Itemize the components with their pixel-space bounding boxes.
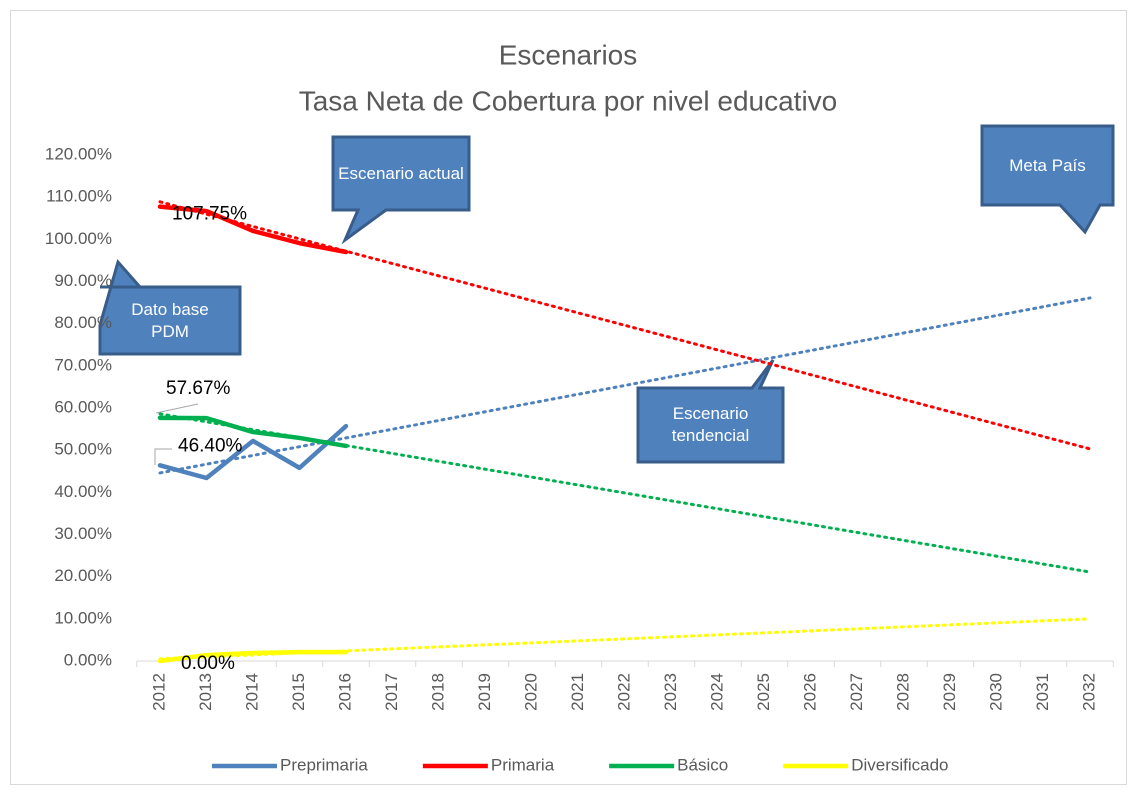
leader-line xyxy=(155,403,199,414)
x-tick-label: 2027 xyxy=(847,673,866,711)
x-tick-label: 2013 xyxy=(196,673,215,711)
x-tick-label: 2031 xyxy=(1033,673,1052,711)
x-tick-label: 2012 xyxy=(149,673,168,711)
y-tick-label: 80.00% xyxy=(54,313,112,332)
y-tick-label: 50.00% xyxy=(54,440,112,459)
x-tick-label: 2028 xyxy=(893,673,912,711)
x-tick-label: 2032 xyxy=(1079,673,1098,711)
callout-shape xyxy=(331,135,471,245)
x-tick-label: 2021 xyxy=(568,673,587,711)
y-tick-label: 10.00% xyxy=(54,608,112,627)
x-tick-label: 2024 xyxy=(707,673,726,711)
y-tick-label: 70.00% xyxy=(54,355,112,374)
series-line xyxy=(157,415,349,449)
x-tick-label: 2023 xyxy=(661,673,680,711)
data-label: 0.00% xyxy=(181,653,235,674)
callout-shape xyxy=(636,359,785,464)
series-line xyxy=(157,649,349,664)
y-tick-label: 100.00% xyxy=(45,229,112,248)
legend-label: Diversificado xyxy=(851,755,948,774)
data-label: 46.40% xyxy=(178,435,243,456)
y-tick-label: 110.00% xyxy=(46,187,112,206)
trend-line xyxy=(158,200,1092,451)
x-tick-label: 2030 xyxy=(986,673,1005,711)
x-tick-label: 2016 xyxy=(335,673,354,711)
x-tick-label: 2026 xyxy=(800,673,819,711)
x-tick-label: 2029 xyxy=(940,673,959,711)
callout-shape xyxy=(98,258,242,356)
callout-text: Escenario tendencial xyxy=(671,404,750,445)
legend: Preprimaria Primaria Básico Diversificado xyxy=(212,755,949,774)
chart-title: Escenarios xyxy=(499,39,638,70)
x-tick-label: 2017 xyxy=(382,673,401,711)
legend-label: Preprimaria xyxy=(280,755,368,774)
x-tick-label: 2020 xyxy=(521,673,540,711)
x-tick-label: 2015 xyxy=(289,673,308,711)
y-tick-label: 0.00% xyxy=(64,650,112,669)
data-label: 107.75% xyxy=(172,204,247,225)
x-tick-label: 2025 xyxy=(754,673,773,711)
y-tick-label: 120.00% xyxy=(45,144,112,163)
leader-line xyxy=(154,448,172,465)
legend-label: Básico xyxy=(677,755,728,774)
x-tick-label: 2014 xyxy=(242,673,261,711)
legend-label: Primaria xyxy=(491,755,555,774)
callouts xyxy=(98,124,1115,464)
chart-subtitle: Tasa Neta de Cobertura por nivel educati… xyxy=(299,85,838,116)
series-line xyxy=(157,423,349,481)
x-tick-label: 2018 xyxy=(428,673,447,711)
callout-text: Dato base PDM xyxy=(131,299,209,341)
y-tick-label: 20.00% xyxy=(54,566,112,585)
series-line xyxy=(157,204,349,255)
x-tick-label: 2019 xyxy=(475,673,494,711)
y-tick-label: 90.00% xyxy=(54,271,112,290)
x-tick-label: 2022 xyxy=(614,673,633,711)
callout-shape xyxy=(980,124,1115,235)
data-label: 57.67% xyxy=(166,378,231,399)
y-tick-label: 40.00% xyxy=(54,482,112,501)
callout-text: Meta País xyxy=(1009,155,1086,175)
y-tick-label: 60.00% xyxy=(54,397,112,416)
y-tick-label: 30.00% xyxy=(54,524,112,543)
callout-text: Escenario actual xyxy=(338,163,464,183)
